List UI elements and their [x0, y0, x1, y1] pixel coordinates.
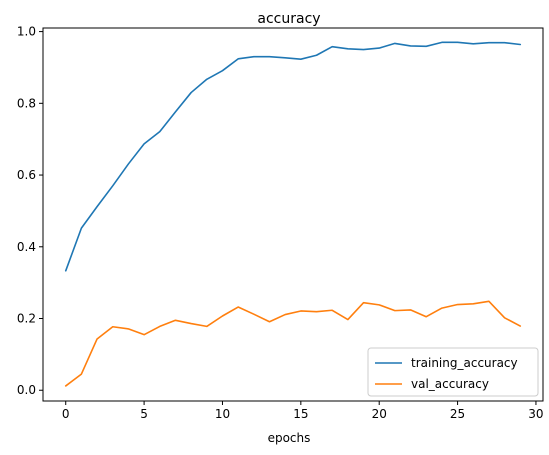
- legend-label: training_accuracy: [411, 356, 518, 370]
- x-tick-label: 15: [293, 407, 308, 421]
- x-axis: 0 5 10 15 20 25 30: [62, 401, 544, 421]
- x-tick-label: 0: [62, 407, 70, 421]
- series-layer: [64, 41, 522, 387]
- y-tick-label: 1.0: [17, 25, 36, 39]
- chart-title: accuracy: [257, 11, 320, 27]
- y-tick-label: 0.4: [17, 240, 36, 254]
- y-axis: 0.0 0.2 0.4 0.6 0.8 1.0: [17, 25, 43, 397]
- legend: training_accuracy val_accuracy: [367, 347, 539, 397]
- series-line-val_accuracy: [64, 300, 522, 387]
- x-tick-label: 20: [372, 407, 387, 421]
- x-tick-label: 30: [528, 407, 543, 421]
- x-tick-label: 25: [450, 407, 465, 421]
- x-axis-label: epochs: [268, 431, 311, 445]
- y-tick-label: 0.8: [17, 96, 36, 110]
- series-line-training_accuracy: [64, 41, 522, 272]
- legend-box: [367, 347, 539, 397]
- y-tick-label: 0.6: [17, 168, 36, 182]
- x-tick-label: 10: [215, 407, 230, 421]
- y-tick-label: 0.2: [17, 312, 36, 326]
- x-tick-label: 5: [140, 407, 148, 421]
- plot-frame: [42, 27, 544, 402]
- y-tick-label: 0.0: [17, 383, 36, 397]
- legend-label: val_accuracy: [411, 377, 489, 391]
